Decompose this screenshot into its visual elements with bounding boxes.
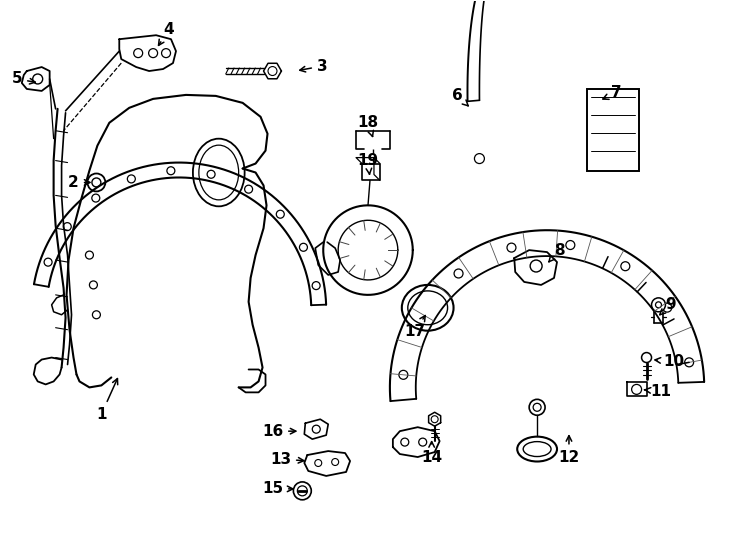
Ellipse shape [517,437,557,462]
Text: 5: 5 [12,71,35,86]
Text: 12: 12 [559,436,580,464]
Text: 9: 9 [660,298,676,315]
Text: 17: 17 [404,315,425,339]
Ellipse shape [401,285,454,330]
Text: 18: 18 [357,115,379,137]
Bar [587,89,639,171]
Text: 4: 4 [159,22,175,45]
Circle shape [87,173,106,191]
Circle shape [294,482,311,500]
Text: 13: 13 [270,451,304,467]
Circle shape [529,400,545,415]
Text: 7: 7 [603,85,622,100]
Text: 15: 15 [262,481,293,496]
Text: 10: 10 [655,354,684,369]
Text: 14: 14 [421,442,442,464]
Circle shape [652,298,666,312]
Text: 11: 11 [644,384,671,399]
Text: 6: 6 [452,89,468,106]
Text: 1: 1 [96,379,117,422]
Text: 16: 16 [262,424,296,438]
Text: 8: 8 [549,242,564,262]
Text: 3: 3 [299,58,327,73]
Circle shape [642,353,652,362]
Text: 2: 2 [68,175,90,190]
Text: 19: 19 [357,153,379,174]
